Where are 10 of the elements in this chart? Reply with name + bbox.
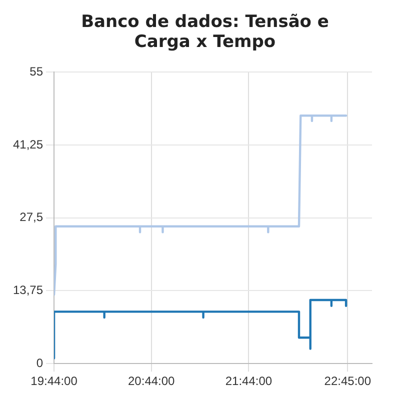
y-tick-label: 0	[36, 356, 44, 370]
y-tick-label: 13,75	[13, 283, 44, 298]
y-tick-label: 41,25	[13, 137, 44, 152]
x-tick-label: 20:44:00	[128, 374, 176, 388]
y-tick-label: 27,5	[20, 210, 44, 224]
y-tick-label: 55	[30, 64, 44, 79]
x-tick-label: 22:45:00	[324, 374, 372, 388]
x-tick-label: 21:44:00	[225, 374, 272, 388]
chart-title: Banco de dados: Tensão e Carga x Tempo	[80, 12, 330, 52]
x-tick-label: 19:44:00	[30, 374, 78, 388]
